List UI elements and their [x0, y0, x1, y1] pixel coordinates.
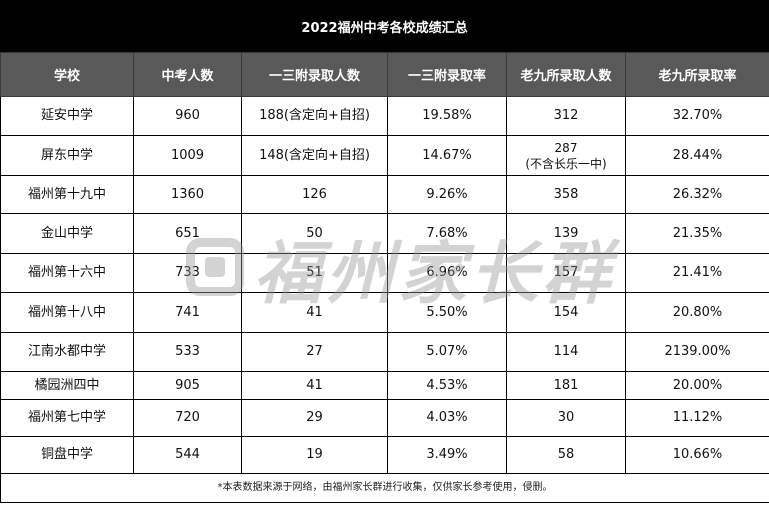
cell-rate-9: 20.80%	[625, 292, 769, 333]
cell-rate-13: 3.49%	[387, 436, 507, 474]
cell-rate-13: 14.67%	[387, 135, 507, 176]
header-admit-9: 老九所录取人数	[506, 52, 626, 97]
cell-school: 福州第七中学	[0, 399, 134, 437]
table-row: 屏东中学 1009 148(含定向+自招) 14.67% 287 (不含长乐一中…	[0, 135, 769, 176]
cell-admit-9: 181	[506, 371, 626, 400]
table-row: 橘园洲四中 905 41 4.53% 181 20.00%	[0, 371, 769, 400]
cell-school: 福州第十九中	[0, 175, 134, 214]
cell-rate-9: 21.41%	[625, 253, 769, 293]
header-admit-13: 一三附录取人数	[241, 52, 388, 97]
cell-admit-9: 154	[506, 292, 626, 333]
cell-school: 橘园洲四中	[0, 371, 134, 400]
cell-admit-9: 287 (不含长乐一中)	[506, 135, 626, 176]
cell-rate-9: 26.32%	[625, 175, 769, 214]
footer-row: *本表数据来源于网络，由福州家长群进行收集，仅供家长参考使用，侵删。	[0, 473, 769, 503]
cell-rate-9: 2139.00%	[625, 332, 769, 372]
cell-admit-13: 27	[241, 332, 388, 372]
cell-admit-9: 157	[506, 253, 626, 293]
cell-admit-9: 358	[506, 175, 626, 214]
cell-admit-13: 51	[241, 253, 388, 293]
cell-school: 福州第十八中	[0, 292, 134, 333]
cell-admit-9: 312	[506, 96, 626, 136]
cell-admit-9-value: 287	[554, 140, 578, 155]
cell-exam: 960	[133, 96, 242, 136]
cell-exam: 544	[133, 436, 242, 474]
cell-rate-9: 10.66%	[625, 436, 769, 474]
table-row: 福州第十八中 741 41 5.50% 154 20.80%	[0, 292, 769, 333]
score-table: 学校 中考人数 一三附录取人数 一三附录取率 老九所录取人数 老九所录取率 延安…	[0, 52, 769, 503]
header-row: 学校 中考人数 一三附录取人数 一三附录取率 老九所录取人数 老九所录取率	[0, 52, 769, 97]
cell-admit-13: 41	[241, 371, 388, 400]
table-row: 福州第七中学 720 29 4.03% 30 11.12%	[0, 399, 769, 437]
cell-rate-13: 4.03%	[387, 399, 507, 437]
header-rate-13: 一三附录取率	[387, 52, 507, 97]
cell-admit-13: 50	[241, 213, 388, 254]
header-rate-9: 老九所录取率	[625, 52, 769, 97]
cell-rate-13: 6.96%	[387, 253, 507, 293]
table-title: 2022福州中考各校成绩汇总	[0, 0, 769, 52]
cell-rate-13: 4.53%	[387, 371, 507, 400]
table-row: 福州第十六中 733 51 6.96% 157 21.41%	[0, 253, 769, 293]
cell-admit-13: 188(含定向+自招)	[241, 96, 388, 136]
cell-exam: 733	[133, 253, 242, 293]
table-row: 金山中学 651 50 7.68% 139 21.35%	[0, 213, 769, 254]
cell-exam: 651	[133, 213, 242, 254]
cell-school: 福州第十六中	[0, 253, 134, 293]
cell-admit-13: 29	[241, 399, 388, 437]
cell-rate-9: 28.44%	[625, 135, 769, 176]
cell-admit-9: 58	[506, 436, 626, 474]
cell-rate-9: 11.12%	[625, 399, 769, 437]
cell-exam: 741	[133, 292, 242, 333]
cell-exam: 720	[133, 399, 242, 437]
cell-rate-13: 19.58%	[387, 96, 507, 136]
cell-exam: 1009	[133, 135, 242, 176]
cell-admit-13: 148(含定向+自招)	[241, 135, 388, 176]
cell-school: 屏东中学	[0, 135, 134, 176]
cell-school: 金山中学	[0, 213, 134, 254]
cell-rate-13: 5.07%	[387, 332, 507, 372]
cell-admit-13: 19	[241, 436, 388, 474]
cell-admit-9: 114	[506, 332, 626, 372]
cell-exam: 905	[133, 371, 242, 400]
table-row: 延安中学 960 188(含定向+自招) 19.58% 312 32.70%	[0, 96, 769, 136]
table-row: 铜盘中学 544 19 3.49% 58 10.66%	[0, 436, 769, 474]
cell-exam: 1360	[133, 175, 242, 214]
cell-admit-13: 41	[241, 292, 388, 333]
cell-rate-13: 5.50%	[387, 292, 507, 333]
cell-admit-9: 30	[506, 399, 626, 437]
cell-rate-13: 7.68%	[387, 213, 507, 254]
cell-admit-9-note: (不含长乐一中)	[525, 156, 607, 171]
header-exam-count: 中考人数	[133, 52, 242, 97]
cell-school: 江南水都中学	[0, 332, 134, 372]
cell-school: 铜盘中学	[0, 436, 134, 474]
cell-exam: 533	[133, 332, 242, 372]
table-row: 江南水都中学 533 27 5.07% 114 2139.00%	[0, 332, 769, 372]
cell-rate-9: 20.00%	[625, 371, 769, 400]
cell-rate-9: 32.70%	[625, 96, 769, 136]
cell-school: 延安中学	[0, 96, 134, 136]
header-school: 学校	[0, 52, 134, 97]
table-row: 福州第十九中 1360 126 9.26% 358 26.32%	[0, 175, 769, 214]
cell-rate-13: 9.26%	[387, 175, 507, 214]
cell-admit-9: 139	[506, 213, 626, 254]
cell-rate-9: 21.35%	[625, 213, 769, 254]
cell-admit-13: 126	[241, 175, 388, 214]
footer-note: *本表数据来源于网络，由福州家长群进行收集，仅供家长参考使用，侵删。	[0, 473, 769, 503]
